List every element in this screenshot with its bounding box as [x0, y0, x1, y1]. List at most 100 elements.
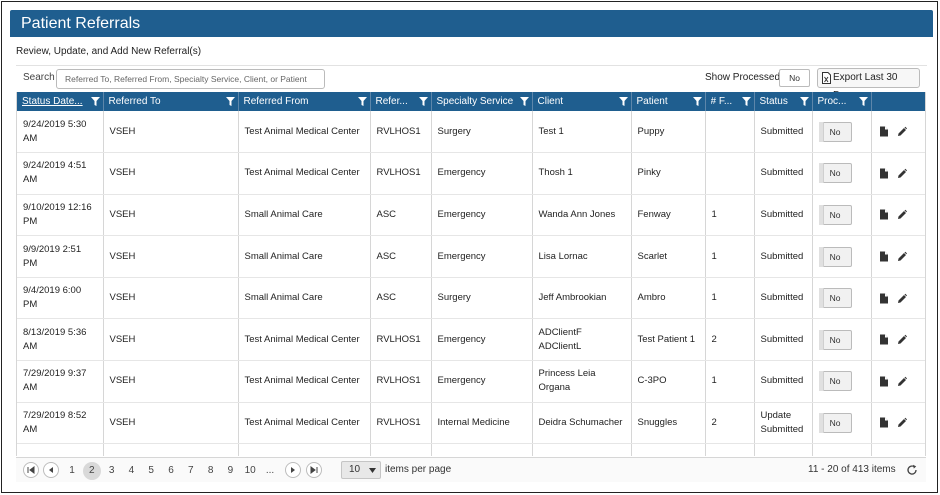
filter-icon[interactable] — [618, 97, 628, 106]
document-icon[interactable] — [879, 293, 889, 304]
page-number-button[interactable]: 3 — [108, 465, 115, 476]
cell-ref: RVLHOS1 — [370, 402, 432, 445]
page-number-button[interactable]: 9 — [227, 465, 234, 476]
filter-icon[interactable] — [90, 97, 100, 106]
filter-icon[interactable] — [692, 97, 702, 106]
filter-icon[interactable] — [519, 97, 529, 106]
document-icon[interactable] — [879, 126, 889, 137]
cell-ref: ASC — [370, 277, 432, 320]
cell-processed — [812, 443, 872, 456]
cell-to: VSEH — [103, 277, 239, 320]
cell-to: VSEH — [103, 318, 239, 362]
column-header-actions[interactable] — [871, 92, 925, 111]
cell-date: 9/24/2019 5:30 AM — [17, 111, 104, 154]
column-header-referred-to[interactable]: Referred To — [103, 92, 239, 111]
first-page-button[interactable] — [23, 462, 39, 478]
per-page-select[interactable]: 10 — [341, 461, 381, 479]
table-row[interactable]: 9/24/2019 5:30 AM VSEH Test Animal Medical… — [17, 111, 925, 154]
filter-icon[interactable] — [858, 97, 868, 106]
document-icon[interactable] — [879, 209, 889, 220]
table-row[interactable]: 9/4/2019 6:00 PM VSEH Small Animal Care ASC… — [17, 277, 925, 320]
cell-actions — [871, 402, 925, 445]
filter-icon[interactable] — [799, 97, 809, 106]
column-header-client[interactable]: Client — [532, 92, 632, 111]
cell-from: Test Animal Medical Center — [238, 402, 371, 445]
referrals-grid: Status Date... Referred To Referred From Re… — [16, 92, 926, 456]
page-number-button[interactable]: 5 — [148, 465, 154, 476]
filter-icon[interactable] — [225, 97, 235, 106]
cell-date: 9/10/2019 12:16 PM — [17, 194, 104, 237]
table-row[interactable]: 9/24/2019 4:51 AM VSEH Test Animal Medical… — [17, 152, 925, 195]
edit-pencil-icon[interactable] — [897, 126, 907, 137]
table-row[interactable]: 8/13/2019 5:36 AM VSEH Test Animal Medical… — [17, 318, 925, 362]
cell-client: Princess Leia Organa — [532, 360, 632, 403]
filter-icon[interactable] — [741, 97, 751, 106]
edit-pencil-icon[interactable] — [897, 376, 907, 387]
column-header-specialty-service[interactable]: Specialty Service — [431, 92, 533, 111]
column-header-referred-from[interactable]: Referred From — [238, 92, 371, 111]
table-row[interactable]: 7/29/2019 9:37 AM VSEH Test Animal Medical… — [17, 360, 925, 403]
cell-patient: Scarlet — [631, 235, 706, 278]
column-header-status-date[interactable]: Status Date... — [17, 92, 104, 111]
processed-toggle[interactable]: No — [818, 288, 852, 309]
cell-ref: RVLHOS1 — [370, 318, 432, 362]
processed-toggle[interactable]: No — [818, 163, 852, 184]
page-number-button[interactable]: ... — [265, 465, 275, 476]
cell-actions — [871, 152, 925, 195]
processed-toggle[interactable]: No — [818, 204, 852, 225]
table-row[interactable]: 7/29/2019 12:47 Not Yet — [17, 443, 925, 456]
cell-status: Submitted — [754, 235, 813, 278]
processed-toggle[interactable]: No — [818, 246, 852, 267]
edit-pencil-icon[interactable] — [897, 251, 907, 262]
prev-page-button[interactable] — [43, 462, 59, 478]
column-header-status[interactable]: Status — [754, 92, 813, 111]
cell-service: Emergency — [431, 152, 533, 195]
filter-icon[interactable] — [418, 97, 428, 106]
cell-actions — [871, 111, 925, 154]
page-number-button[interactable]: 2 — [82, 462, 101, 480]
page-number-button[interactable]: 1 — [69, 465, 75, 476]
search-input[interactable] — [56, 69, 325, 89]
page-number-button[interactable]: 7 — [188, 465, 194, 476]
cell-date: 7/29/2019 9:37 AM — [17, 360, 104, 403]
next-page-button[interactable] — [285, 462, 301, 478]
page-number-button[interactable]: 4 — [128, 465, 135, 476]
document-icon[interactable] — [879, 376, 889, 387]
document-icon[interactable] — [879, 417, 889, 428]
document-icon[interactable] — [879, 251, 889, 262]
cell-actions — [871, 443, 925, 456]
processed-toggle[interactable]: No — [818, 329, 852, 350]
page-number-button[interactable]: 8 — [207, 465, 214, 476]
page-number-button[interactable]: 10 — [244, 465, 256, 476]
page-number-button[interactable]: 6 — [168, 465, 174, 476]
filter-icon[interactable] — [357, 97, 367, 106]
column-header-referral-code[interactable]: Refer... — [370, 92, 432, 111]
table-row[interactable]: 9/9/2019 2:51 PM VSEH Small Animal Care ASC… — [17, 235, 925, 278]
cell-to: VSEH — [103, 235, 239, 278]
processed-toggle[interactable]: No — [818, 412, 852, 433]
edit-pencil-icon[interactable] — [897, 293, 907, 304]
edit-pencil-icon[interactable] — [897, 168, 907, 179]
column-header-patient[interactable]: Patient — [631, 92, 706, 111]
edit-pencil-icon[interactable] — [897, 209, 907, 220]
table-row[interactable]: 7/29/2019 8:52 AM VSEH Test Animal Medical… — [17, 402, 925, 445]
processed-toggle[interactable]: No — [818, 121, 852, 142]
processed-toggle[interactable]: No — [818, 371, 852, 392]
cell-service: Surgery — [431, 277, 533, 320]
cell-files: 2 — [705, 318, 755, 362]
last-page-button[interactable] — [306, 462, 322, 478]
show-processed-label: Show Processed — [705, 72, 781, 83]
cell-client: Thosh 1 — [532, 152, 632, 195]
column-header-processed[interactable]: Proc... — [812, 92, 872, 111]
cell-to: VSEH — [103, 152, 239, 195]
refresh-icon[interactable] — [906, 464, 918, 476]
table-row[interactable]: 9/10/2019 12:16 PM VSEH Small Animal Care A… — [17, 194, 925, 237]
export-button[interactable]: Export Last 30 Days — [817, 68, 920, 101]
edit-pencil-icon[interactable] — [897, 417, 907, 428]
show-processed-toggle[interactable]: No — [779, 69, 810, 87]
column-header-file-count[interactable]: # F... — [705, 92, 755, 111]
cell-processed: No — [812, 194, 872, 237]
document-icon[interactable] — [879, 168, 889, 179]
edit-pencil-icon[interactable] — [897, 334, 907, 345]
document-icon[interactable] — [879, 334, 889, 345]
